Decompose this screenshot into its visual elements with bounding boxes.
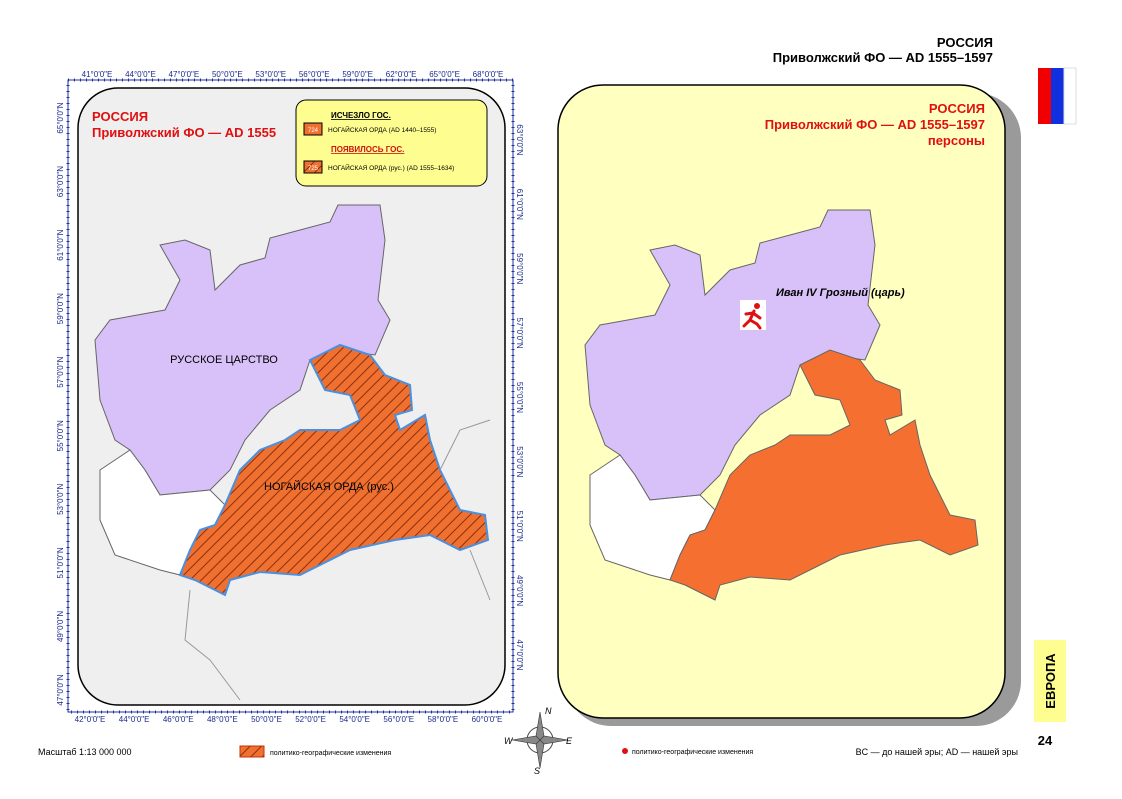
axis-label: 57°0'0"N — [56, 356, 65, 387]
axis-label: 57°0'0"N — [515, 318, 524, 349]
compass: N S W E — [504, 706, 573, 776]
map-subtitle: Приволжский ФО — AD 1555 — [92, 125, 276, 140]
scale-note: Масштаб 1:13 000 000 — [38, 747, 132, 757]
dot-legend: политико-географические изменения — [632, 749, 753, 756]
axis-label: 47°0'0"N — [515, 639, 524, 670]
page-number: 24 — [1038, 733, 1053, 748]
axis-label: 48°0'0"E — [207, 715, 238, 724]
axis-label: 41°0'0"E — [82, 70, 113, 79]
header-subtitle: Приволжский ФО — AD 1555–1597 — [773, 50, 993, 65]
legend-item: НОГАЙСКАЯ ОРДА (рус.) (AD 1555–1634) — [328, 163, 454, 172]
dot-swatch — [622, 748, 628, 754]
axis-label: 49°0'0"N — [56, 611, 65, 642]
axis-label: 53°0'0"E — [255, 70, 286, 79]
axis-label: 65°0'0"N — [56, 102, 65, 133]
borders — [184, 419, 491, 701]
legend-item: НОГАЙСКАЯ ОРДА (AD 1440–1555) — [328, 125, 436, 134]
legend-heading: ИСЧЕЗЛО ГОС. — [331, 111, 391, 120]
axis-label: 44°0'0"E — [119, 715, 150, 724]
axis-label: 49°0'0"N — [515, 575, 524, 606]
axis-label: 58°0'0"E — [428, 715, 459, 724]
region-label: НОГАЙСКАЯ ОРДА (рус.) — [264, 480, 394, 493]
map-frame-line — [67, 79, 514, 713]
axis-label: 61°0'0"N — [56, 229, 65, 260]
axis-label: 51°0'0"N — [515, 511, 524, 542]
left-map: РОССИЯ Приволжский ФО — AD 1555 ИСЧЕЗЛО … — [66, 78, 515, 714]
person-icon — [740, 300, 766, 330]
axis-label: 52°0'0"E — [295, 715, 326, 724]
right-map: РОССИЯ Приволжский ФО — AD 1555–1597 пер… — [557, 84, 1021, 726]
hatch-swatch — [239, 745, 265, 758]
region-label: РУССКОЕ ЦАРСТВО — [170, 354, 278, 366]
axis-label: 56°0'0"E — [383, 715, 414, 724]
axis-label: 42°0'0"E — [75, 715, 106, 724]
axis-label: 68°0'0"E — [473, 70, 504, 79]
legend-heading: ПОЯВИЛОСЬ ГОС. — [331, 145, 404, 154]
compass-s: S — [534, 766, 540, 776]
axis-label: 60°0'0"E — [472, 715, 503, 724]
legend-box — [295, 99, 488, 187]
axis-label: 50°0'0"E — [251, 715, 282, 724]
axis-label: 51°0'0"N — [56, 547, 65, 578]
axis-label: 46°0'0"E — [163, 715, 194, 724]
axis-label: 59°0'0"N — [56, 293, 65, 324]
header-country: РОССИЯ — [937, 35, 993, 50]
person-label: Иван IV Грозный (царь) — [776, 287, 905, 299]
axis-label: 53°0'0"N — [56, 484, 65, 515]
legend-code: 725 — [308, 166, 319, 172]
map-caption: персоны — [928, 133, 985, 148]
axis-label: 65°0'0"E — [429, 70, 460, 79]
axis-label: 61°0'0"N — [515, 189, 524, 220]
hatch-legend: политико-географические изменения — [270, 750, 391, 757]
compass-n: N — [545, 706, 552, 716]
axis-label: 63°0'0"N — [56, 166, 65, 197]
axis-label: 47°0'0"E — [169, 70, 200, 79]
legend-code: 724 — [308, 128, 319, 134]
axis-label: 50°0'0"E — [212, 70, 243, 79]
compass-e: E — [566, 736, 573, 746]
axis-label: 53°0'0"N — [515, 446, 524, 477]
axis-label: 56°0'0"E — [299, 70, 330, 79]
map-subtitle: Приволжский ФО — AD 1555–1597 — [765, 117, 985, 132]
map-title: РОССИЯ — [92, 109, 148, 124]
section-label: ЕВРОПА — [1043, 653, 1058, 709]
flag — [1038, 67, 1077, 125]
legend-swatch — [303, 122, 323, 136]
compass-w: W — [504, 736, 514, 746]
era-note: BC — до нашей эры; AD — нашей эры — [856, 747, 1018, 757]
map-title: РОССИЯ — [929, 101, 985, 116]
axis-label: 44°0'0"E — [125, 70, 156, 79]
axis-label: 59°0'0"E — [342, 70, 373, 79]
axis-label: 47°0'0"N — [56, 674, 65, 705]
axis-label: 55°0'0"N — [56, 420, 65, 451]
legend-swatch — [303, 160, 323, 174]
section-tab — [1034, 640, 1066, 722]
axis-label: 59°0'0"N — [515, 253, 524, 284]
axis-label: 55°0'0"N — [515, 382, 524, 413]
axis-label: 54°0'0"E — [339, 715, 370, 724]
axis-label: 62°0'0"E — [386, 70, 417, 79]
axis-label: 63°0'0"N — [515, 124, 524, 155]
